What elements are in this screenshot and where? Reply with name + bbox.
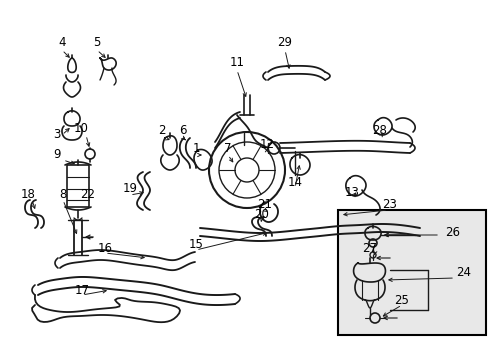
Text: 8: 8 bbox=[59, 189, 66, 202]
Text: 10: 10 bbox=[73, 122, 88, 135]
Text: 19: 19 bbox=[122, 181, 137, 194]
Text: 17: 17 bbox=[74, 284, 89, 297]
Text: 9: 9 bbox=[53, 148, 61, 162]
Text: 3: 3 bbox=[53, 129, 61, 141]
Bar bbox=[337, 210, 485, 335]
Text: 14: 14 bbox=[287, 175, 302, 189]
Text: 6: 6 bbox=[179, 123, 186, 136]
Text: 25: 25 bbox=[394, 293, 408, 306]
Text: 24: 24 bbox=[456, 266, 470, 279]
Text: 12: 12 bbox=[259, 139, 274, 152]
Text: 7: 7 bbox=[224, 141, 231, 154]
Text: 13: 13 bbox=[344, 185, 359, 198]
Text: 27: 27 bbox=[362, 242, 377, 255]
Text: 22: 22 bbox=[81, 189, 95, 202]
Text: 28: 28 bbox=[372, 123, 386, 136]
Text: 23: 23 bbox=[382, 198, 397, 211]
Text: 4: 4 bbox=[58, 36, 65, 49]
Text: 26: 26 bbox=[445, 225, 460, 238]
Text: 2: 2 bbox=[158, 123, 165, 136]
Text: 21: 21 bbox=[257, 198, 272, 211]
Circle shape bbox=[85, 149, 95, 159]
Bar bbox=[67, 165, 89, 207]
Text: 11: 11 bbox=[229, 55, 244, 68]
Text: 18: 18 bbox=[20, 189, 35, 202]
Text: 20: 20 bbox=[254, 208, 269, 221]
Text: 16: 16 bbox=[97, 242, 112, 255]
Text: 29: 29 bbox=[277, 36, 292, 49]
Text: 15: 15 bbox=[188, 238, 203, 252]
Text: 5: 5 bbox=[93, 36, 101, 49]
Text: 1: 1 bbox=[192, 141, 199, 154]
